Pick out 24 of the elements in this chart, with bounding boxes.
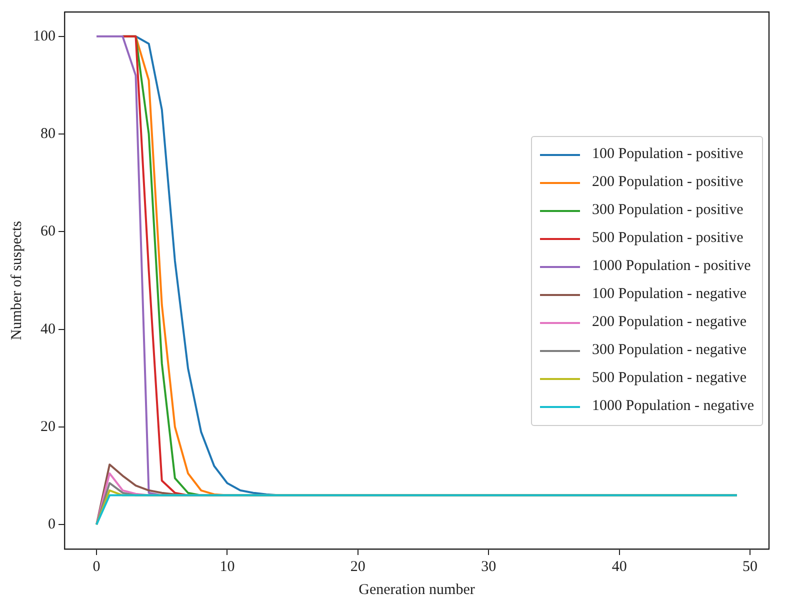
y-tick-label: 80: [40, 126, 56, 142]
y-tick-label: 20: [40, 418, 56, 435]
y-tick-label: 60: [40, 224, 56, 240]
legend-label: 200 Population - negative: [592, 314, 747, 331]
legend-label: 100 Population - negative: [592, 286, 747, 303]
x-tick-label: 50: [742, 558, 758, 575]
x-tick-label: 30: [481, 558, 496, 575]
x-tick-label: 0: [92, 558, 100, 575]
x-tick-label: 40: [612, 558, 627, 575]
legend-label: 100 Population - positive: [592, 146, 744, 163]
y-axis-title: Number of suspects: [8, 220, 25, 340]
x-tick-label: 20: [350, 558, 366, 575]
x-axis-title: Generation number: [358, 582, 475, 598]
y-tick-label: 40: [40, 321, 56, 338]
legend-label: 500 Population - positive: [592, 230, 744, 247]
y-tick-label: 100: [33, 28, 56, 44]
y-tick-label: 0: [48, 516, 56, 533]
legend-label: 300 Population - positive: [592, 202, 744, 219]
legend-label: 200 Population - positive: [592, 174, 744, 191]
x-tick-label: 10: [220, 558, 235, 575]
legend-label: 500 Population - negative: [592, 370, 747, 387]
legend-label: 1000 Population - negative: [592, 398, 754, 415]
legend-label: 300 Population - negative: [592, 342, 747, 359]
legend-label: 1000 Population - positive: [592, 258, 751, 275]
